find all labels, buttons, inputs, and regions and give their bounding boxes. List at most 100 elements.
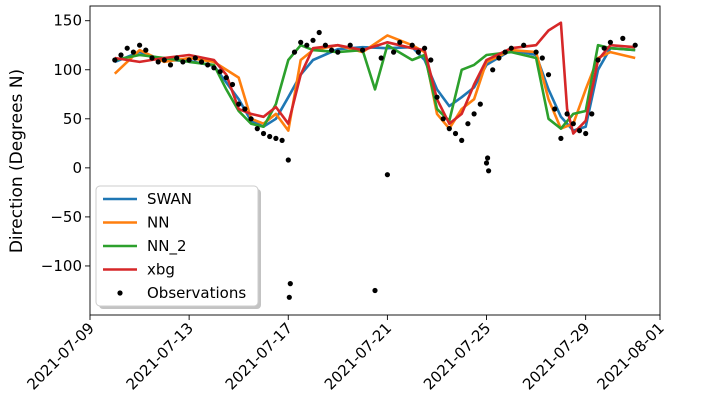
observation-point [595,57,601,63]
observation-point [335,49,341,55]
observation-point [620,35,626,42]
observation-point [558,135,564,141]
observation-point [316,29,322,36]
observation-point [552,106,558,112]
observation-point [384,172,390,178]
observation-point [130,49,136,55]
x-tick-label: 2021-07-21 [321,319,395,393]
observation-point [372,287,378,294]
observation-point [174,55,180,61]
observation-point [287,281,293,287]
observation-point [285,157,291,163]
legend-box [95,185,259,307]
observation-point [607,39,614,45]
observation-point [490,67,496,73]
observation-point [112,57,118,63]
x-tick-label: 2021-07-17 [222,319,296,393]
observation-point [155,59,161,65]
observation-point [589,111,595,117]
observation-point [496,55,502,61]
observation-point [570,121,576,127]
observation-point [533,49,539,55]
observation-point [508,45,514,51]
observation-point [236,101,242,107]
series-layer [112,21,638,300]
x-tick-label: 2021-07-13 [123,319,197,393]
observation-point [137,42,143,48]
observation-point [486,168,492,174]
x-tick-label: 2021-07-25 [420,319,494,393]
series-line-nn [113,34,636,132]
observation-point [502,49,508,55]
observation-point [452,130,459,137]
observation-point [545,72,552,78]
observation-point [286,294,292,300]
observation-point [161,57,167,63]
observation-point [347,42,353,48]
observation-point [322,42,328,48]
observation-point [471,111,477,117]
observation-point [186,57,192,63]
observation-point [378,55,384,61]
observation-point [310,37,316,43]
observation-point [632,42,638,48]
observation-point [539,55,545,61]
observation-point [459,137,465,143]
legend-label-swan: SWAN [147,190,192,208]
observation-point [217,69,223,75]
legend-label-xbg: xbg [147,261,175,279]
observation-point [205,62,211,68]
observation-point [273,135,279,141]
observation-point [446,126,452,132]
observation-point [583,130,589,137]
y-tick-label: 100 [53,61,82,79]
observation-point [409,42,415,48]
observation-point [248,116,254,122]
observation-point [477,101,483,107]
observation-point [167,62,174,68]
observation-point [397,39,403,45]
y-axis-label: Direction (Degrees N) [7,69,27,253]
y-tick-label: −50 [50,208,82,226]
observation-point [291,49,298,55]
x-tick-label: 2021-07-29 [519,319,593,393]
observation-point [564,111,570,117]
observation-point [360,47,366,53]
observation-point [211,65,217,71]
observation-point [223,75,229,81]
observation-point [483,160,490,166]
observation-point [576,128,583,134]
observation-point [415,49,421,55]
observation-point [440,116,446,122]
observation-point [149,55,155,61]
observation-point [198,59,205,65]
observation-point [229,81,236,88]
observation-point [118,52,124,58]
legend-label-nn-2: NN_2 [147,237,187,256]
series-line-xbg [114,21,636,135]
x-tick-label: 2021-07-09 [23,319,97,393]
observation-point [601,45,607,51]
observation-point [260,130,267,137]
observation-point [298,39,304,45]
observation-point [422,45,428,51]
y-tick-label: 0 [72,159,82,177]
observation-point [180,59,186,65]
observation-point [192,55,198,61]
observation-point [242,106,248,112]
plot-frame [89,5,661,316]
legend-label-nn: NN [147,214,169,232]
y-tick-label: −100 [41,257,82,275]
observation-point [267,133,273,140]
x-tick-label: 2021-08-01 [593,319,667,393]
y-tick-label: 50 [63,110,82,128]
legend-label-observations: Observations [147,284,246,302]
observation-point [391,49,397,55]
observation-point [329,47,335,53]
observation-point [465,121,471,127]
observation-point [428,57,434,63]
observation-point [521,42,527,48]
observation-point [124,45,130,51]
